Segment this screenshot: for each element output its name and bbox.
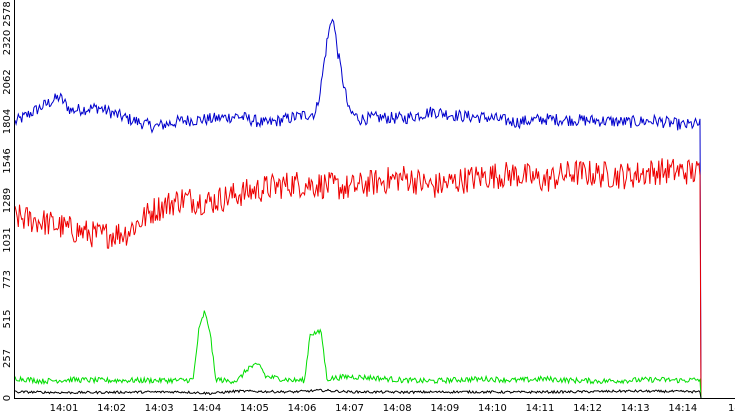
x-tick-label: 14:04 bbox=[192, 403, 221, 414]
x-tick-label: 14 bbox=[728, 403, 735, 414]
series-line-3 bbox=[14, 388, 702, 399]
series-line-1 bbox=[14, 158, 702, 399]
y-tick-label: 0 bbox=[2, 395, 13, 401]
x-tick-label: 14:08 bbox=[383, 403, 412, 414]
x-tick-label: 14:01 bbox=[50, 403, 79, 414]
x-tick-label: 14:12 bbox=[573, 403, 602, 414]
series-line-2 bbox=[14, 310, 702, 399]
y-tick-label: 1804 bbox=[2, 109, 13, 134]
y-tick-label: 773 bbox=[2, 270, 13, 289]
y-tick-labels: 0 257 515 773 1031 1289 1546 1804 2062 2320 2578 bbox=[2, 1, 13, 401]
x-tick-label: 14:14 bbox=[668, 403, 697, 414]
x-tick-label: 14:09 bbox=[430, 403, 459, 414]
x-tick-label: 14:10 bbox=[478, 403, 507, 414]
x-tick-label: 14:13 bbox=[621, 403, 650, 414]
x-tick-label: 14:05 bbox=[240, 403, 269, 414]
x-tick-label: 14:03 bbox=[145, 403, 174, 414]
x-tick-label: 14:11 bbox=[526, 403, 555, 414]
x-tick-label: 14:07 bbox=[335, 403, 364, 414]
y-tick-label: 1546 bbox=[2, 148, 13, 173]
y-tick-label: 2578 bbox=[2, 1, 13, 26]
y-tick-label: 2062 bbox=[2, 69, 13, 94]
y-tick-label: 257 bbox=[2, 349, 13, 368]
x-tick-label: 14:02 bbox=[97, 403, 126, 414]
series-layer bbox=[14, 18, 702, 399]
y-tick-label: 1289 bbox=[2, 188, 13, 213]
y-tick-label: 515 bbox=[2, 309, 13, 328]
y-tick-label: 2320 bbox=[2, 30, 13, 55]
series-line-0 bbox=[14, 18, 702, 399]
x-tick-label: 14:06 bbox=[288, 403, 317, 414]
y-tick-label: 1031 bbox=[2, 227, 13, 252]
x-tick-labels: 14:01 14:02 14:03 14:04 14:05 14:06 14:07 14:08… bbox=[50, 403, 735, 414]
